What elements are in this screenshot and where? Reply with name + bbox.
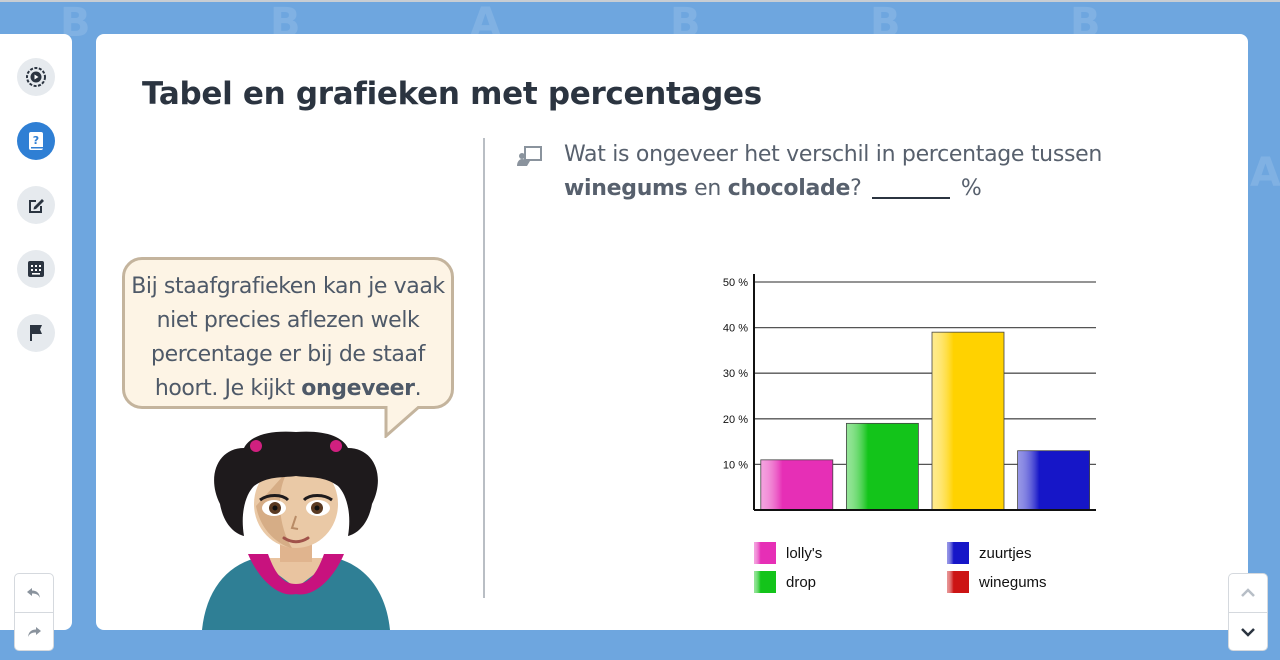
instruction-icon <box>517 146 542 166</box>
question-book-button[interactable]: ? <box>17 122 55 160</box>
page-title: Tabel en grafieken met percentages <box>142 76 762 112</box>
chevron-up-icon <box>1241 588 1255 597</box>
girl-character-illustration <box>202 431 390 630</box>
play-circle-button[interactable] <box>17 58 55 96</box>
y-tick-label: 20 % <box>723 414 748 426</box>
edit-icon <box>29 199 44 213</box>
bar-chart: 10 %20 %30 %40 %50 %lolly'sdropchocolade… <box>723 274 1096 593</box>
legend-label-4: winegums <box>978 574 1047 591</box>
top-border <box>0 0 1280 2</box>
page-nav-group <box>1228 573 1268 651</box>
keyboard-button[interactable] <box>17 250 55 288</box>
bar-shading-0 <box>760 459 834 511</box>
edit-button[interactable] <box>17 186 55 224</box>
legend-label-3: zuurtjes <box>979 545 1032 562</box>
undo-redo-separator <box>15 612 53 613</box>
legend-swatch-shading-4 <box>947 571 969 593</box>
keyboard-icon <box>28 261 44 277</box>
column-divider <box>483 138 485 598</box>
bar-shading-1 <box>845 422 919 511</box>
legend-swatch-shading-1 <box>754 571 776 593</box>
answer-unit: % <box>960 176 982 201</box>
content-card: Tabel en grafieken met percentages Bij s… <box>96 34 1248 630</box>
question-bold-chocolade: chocolade <box>727 176 851 201</box>
background-pattern: A <box>1250 150 1280 196</box>
y-tick-label: 40 % <box>723 323 748 335</box>
flag-icon <box>30 325 42 341</box>
undo-button[interactable] <box>15 574 53 612</box>
y-tick-label: 10 % <box>723 459 748 471</box>
question-book-icon: ? <box>29 132 43 150</box>
scroll-down-button[interactable] <box>1229 613 1267 651</box>
redo-icon <box>28 627 41 637</box>
legend-swatch-shading-3 <box>947 542 969 564</box>
speech-bubble-tail <box>384 406 421 438</box>
bubble-text: Bij staafgrafieken kan je vaak niet prec… <box>131 274 445 401</box>
speech-bubble: Bij staafgrafieken kan je vaak niet prec… <box>122 257 454 409</box>
bar-shading-2 <box>931 331 1005 511</box>
legend-label-0: lolly's <box>786 545 822 562</box>
question-text: Wat is ongeveer het verschil in percenta… <box>564 138 1164 206</box>
redo-button[interactable] <box>15 613 53 651</box>
svg-text:?: ? <box>33 134 39 147</box>
legend-label-1: drop <box>786 574 816 591</box>
bar-shading-3 <box>1017 450 1091 511</box>
play-circle-icon <box>26 67 46 87</box>
question-bold-winegums: winegums <box>564 176 688 201</box>
chevron-down-icon <box>1241 628 1255 637</box>
question-mid: en <box>687 176 728 201</box>
flag-button[interactable] <box>17 314 55 352</box>
scroll-up-button[interactable] <box>1229 574 1267 612</box>
question-line1: Wat is ongeveer het verschil in percenta… <box>564 142 1103 167</box>
undo-icon <box>27 588 40 598</box>
undo-redo-group <box>14 573 54 651</box>
answer-blank[interactable] <box>872 175 951 199</box>
bubble-bold-word: ongeveer <box>301 376 415 401</box>
legend-swatch-shading-0 <box>754 542 776 564</box>
y-tick-label: 30 % <box>723 368 748 380</box>
question-mark: ? <box>850 176 862 201</box>
left-toolbar: ? <box>0 34 72 630</box>
y-tick-label: 50 % <box>723 277 748 289</box>
nav-separator <box>1229 612 1267 613</box>
bubble-period: . <box>414 376 422 401</box>
